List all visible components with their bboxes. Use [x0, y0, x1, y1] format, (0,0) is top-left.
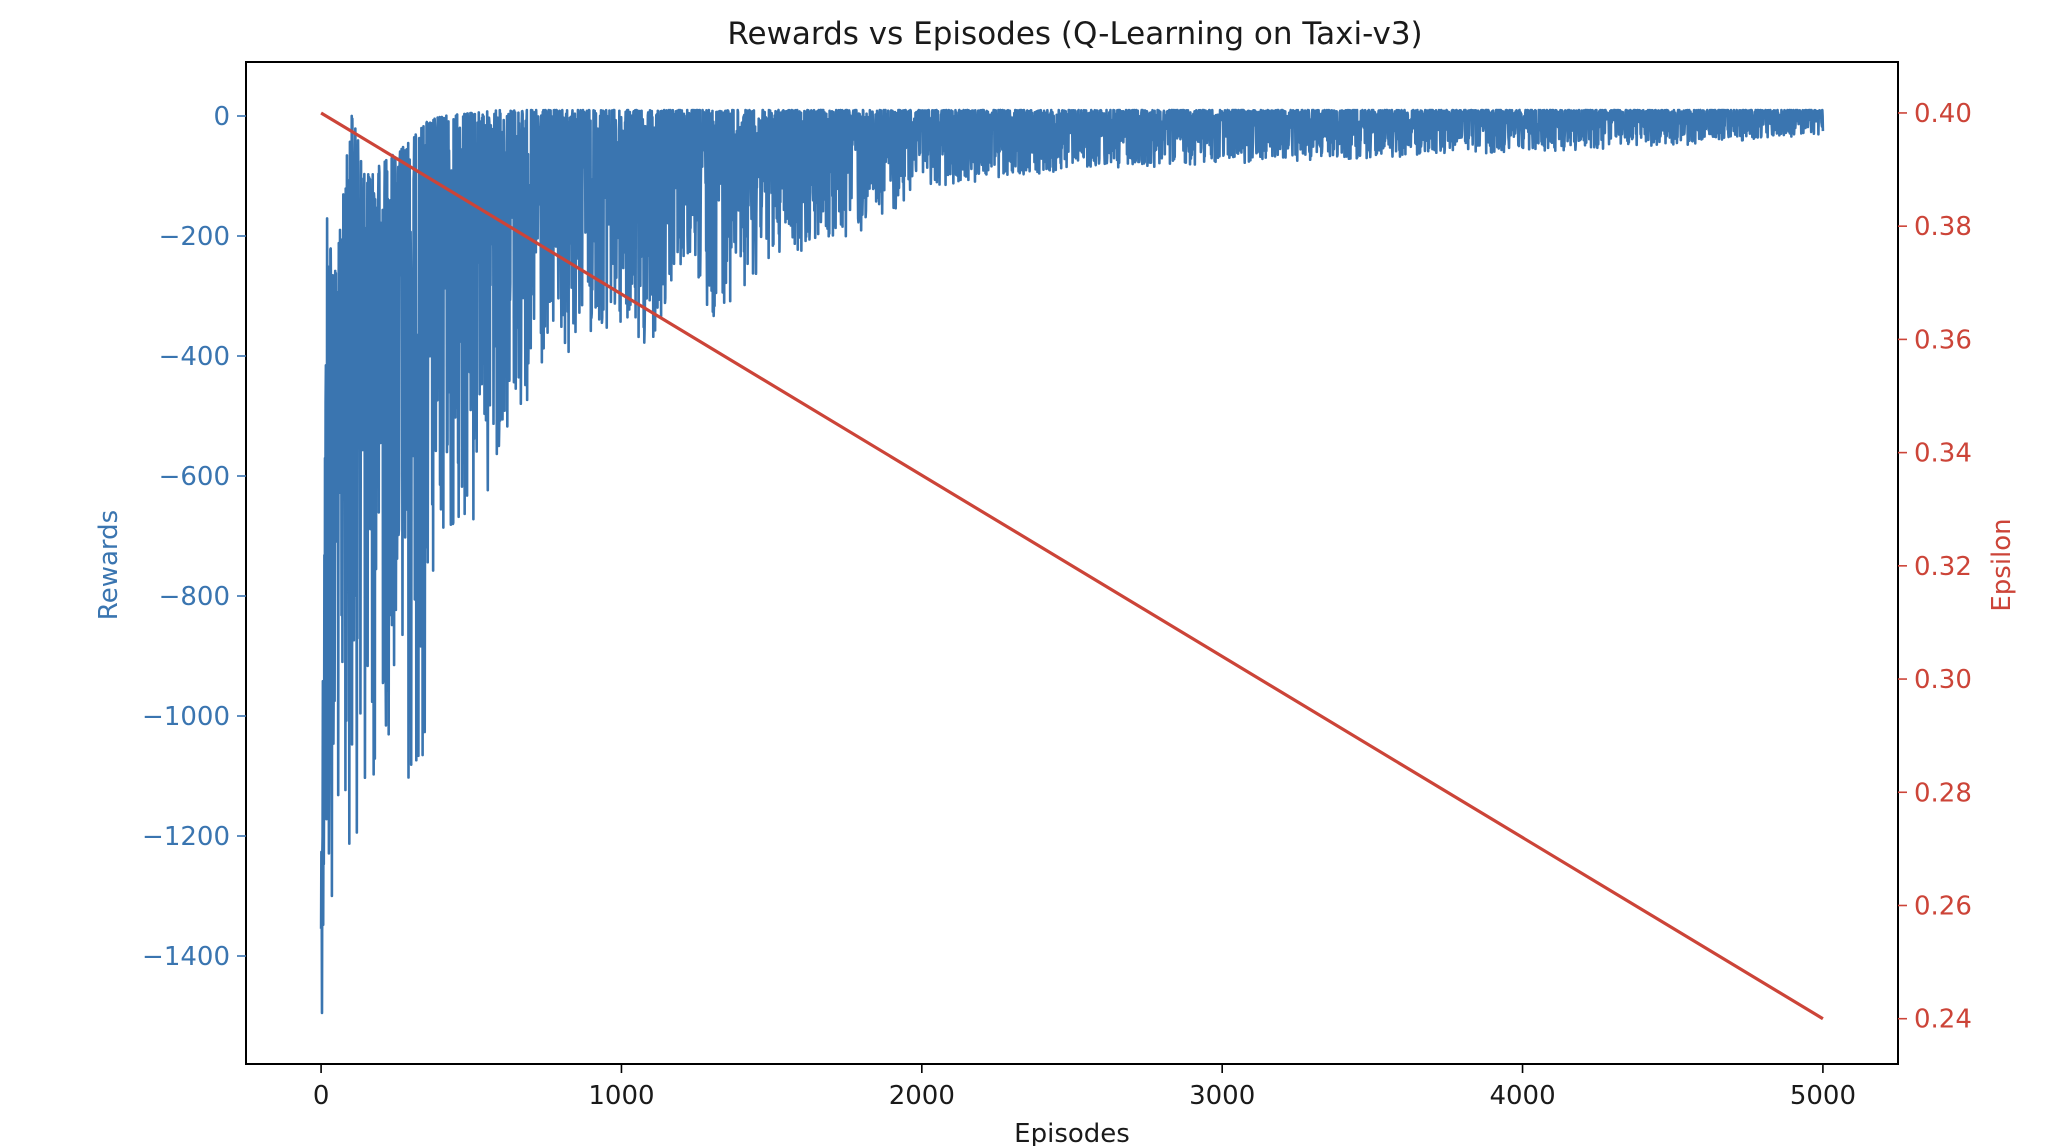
left-axis-ticks: 0 −200 −400 −600 −800 −1000 −1200 −1400 — [142, 102, 246, 972]
left-tick-label: −1400 — [142, 942, 230, 972]
right-tick-label: 0.30 — [1914, 665, 1972, 695]
left-tick-label: −200 — [159, 222, 230, 252]
left-tick-label: −800 — [159, 582, 230, 612]
x-tick-label: 4000 — [1489, 1081, 1555, 1111]
left-tick-label: −400 — [159, 342, 230, 372]
chart-title: Rewards vs Episodes (Q-Learning on Taxi-… — [727, 16, 1422, 52]
x-tick-label: 5000 — [1790, 1081, 1856, 1111]
right-tick-label: 0.38 — [1914, 212, 1972, 242]
x-tick-label: 1000 — [588, 1081, 654, 1111]
right-tick-label: 0.24 — [1914, 1005, 1972, 1035]
right-tick-label: 0.40 — [1914, 99, 1972, 129]
x-tick-label: 3000 — [1189, 1081, 1255, 1111]
left-tick-label: −1200 — [142, 822, 230, 852]
left-axis-label: Rewards — [94, 510, 124, 620]
series-line-epsilon — [320, 111, 1824, 1021]
x-tick-label: 0 — [313, 1081, 330, 1111]
series-line-rewards — [319, 108, 1825, 1015]
left-tick-label: 0 — [213, 102, 230, 132]
x-tick-label: 2000 — [889, 1081, 955, 1111]
right-tick-label: 0.34 — [1914, 439, 1972, 469]
left-tick-label: −1000 — [142, 702, 230, 732]
right-tick-label: 0.26 — [1914, 891, 1972, 921]
axes-frame — [245, 61, 1899, 1065]
x-axis-ticks: 0 1000 2000 3000 4000 5000 — [313, 1064, 1856, 1111]
right-axis-label: Epsilon — [1987, 518, 2017, 611]
right-tick-label: 0.36 — [1914, 325, 1972, 355]
right-axis-ticks: 0.24 0.26 0.28 0.30 0.32 0.34 0.36 0.38 0.40 — [1898, 99, 1972, 1035]
left-tick-label: −600 — [159, 462, 230, 492]
right-tick-label: 0.32 — [1914, 552, 1972, 582]
plot-area — [319, 108, 1825, 1021]
x-axis-label: Episodes — [1014, 1119, 1130, 1146]
right-tick-label: 0.28 — [1914, 778, 1972, 808]
